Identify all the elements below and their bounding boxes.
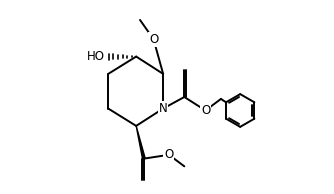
Text: O: O: [201, 104, 210, 117]
Text: O: O: [164, 148, 174, 161]
Text: O: O: [149, 33, 158, 46]
Polygon shape: [136, 126, 145, 159]
Text: N: N: [159, 102, 168, 115]
Text: HO: HO: [87, 50, 105, 63]
